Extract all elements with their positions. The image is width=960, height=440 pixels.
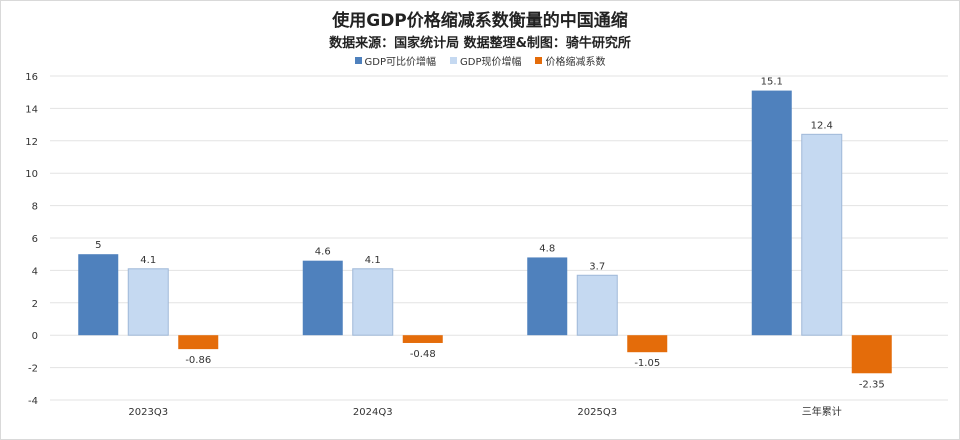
data-label: 4.8 — [539, 243, 555, 254]
y-tick-label: 12 — [25, 137, 38, 148]
bar-gdp-nominal-growth — [127, 268, 169, 336]
x-tick-label: 2025Q3 — [577, 407, 617, 418]
y-tick-label: 14 — [25, 104, 38, 115]
bar-gdp-nominal-growth — [576, 274, 618, 336]
chart-subtitle: 数据来源：国家统计局 数据整理&制图：骑牛研究所 — [329, 36, 631, 51]
data-label: 12.4 — [811, 120, 833, 131]
x-tick-label: 2023Q3 — [128, 407, 168, 418]
data-label: -0.48 — [410, 349, 436, 360]
y-tick-label: 6 — [32, 234, 38, 245]
legend-label-series-2: 价格缩减系数 — [545, 57, 606, 68]
bar-price-deflator — [851, 335, 892, 374]
legend-swatch-series-1 — [450, 57, 457, 64]
legend-swatch-series-0 — [354, 57, 362, 64]
bar-price-deflator — [402, 335, 443, 343]
legend-label-series-0: GDP可比价增幅 — [364, 57, 436, 68]
legend-item-series-2: 价格缩减系数 — [535, 53, 605, 68]
bar-gdp-real-growth — [78, 254, 119, 336]
y-tick-label: 8 — [32, 202, 38, 213]
y-tick-label: 16 — [25, 72, 38, 83]
bar-price-deflator — [178, 335, 219, 350]
bar-gdp-nominal-growth — [801, 133, 843, 336]
y-tick-label: 10 — [25, 169, 38, 180]
legend-item-series-0: GDP可比价增幅 — [354, 53, 436, 68]
data-label: 15.1 — [761, 77, 783, 88]
bar-gdp-real-growth — [751, 90, 792, 336]
x-tick-label: 三年累计 — [802, 405, 842, 418]
y-tick-label: 0 — [32, 331, 38, 342]
chart-title: 使用GDP价格缩减系数衡量的中国通缩 — [332, 11, 628, 31]
legend-label-series-1: GDP现价增幅 — [460, 57, 522, 68]
y-tick-label: -2 — [28, 364, 38, 375]
bar-gdp-nominal-growth — [352, 268, 394, 336]
legend-item-series-1: GDP现价增幅 — [450, 53, 521, 68]
data-label: -2.35 — [859, 379, 885, 390]
data-label: -1.05 — [634, 358, 660, 369]
y-tick-label: 2 — [32, 299, 38, 310]
y-tick-label: 4 — [32, 266, 38, 277]
data-label: -0.86 — [185, 355, 211, 366]
legend-swatch-series-2 — [535, 57, 543, 64]
bar-price-deflator — [627, 335, 668, 353]
chart-legend: GDP可比价增幅 GDP现价增幅 价格缩减系数 — [0, 53, 960, 68]
data-label: 4.1 — [140, 255, 156, 266]
data-label: 5 — [95, 240, 101, 251]
data-label: 3.7 — [589, 261, 605, 272]
data-label: 4.1 — [365, 255, 381, 266]
bar-gdp-real-growth — [527, 257, 568, 336]
bar-gdp-real-growth — [302, 260, 343, 336]
data-label: 4.6 — [315, 247, 331, 258]
x-tick-label: 2024Q3 — [353, 407, 393, 418]
y-tick-label: -4 — [28, 396, 38, 407]
